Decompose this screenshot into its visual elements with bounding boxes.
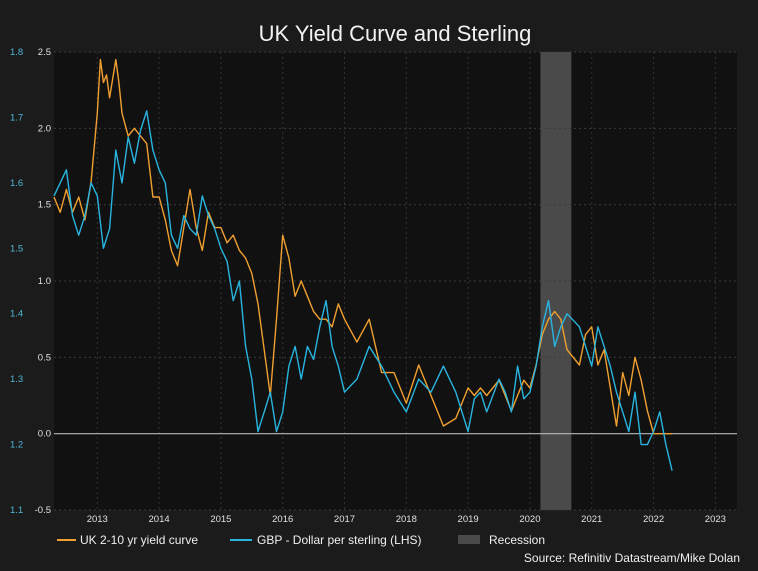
legend-label-yield: UK 2-10 yr yield curve [80, 533, 198, 547]
y-right-tick-0: -0.5 [35, 505, 51, 516]
x-tick-6: 2019 [458, 514, 479, 525]
x-tick-9: 2022 [643, 514, 664, 525]
y-left-tick-2: 1.3 [10, 374, 23, 385]
y-left-tick-1: 1.2 [10, 440, 23, 451]
x-tick-4: 2017 [334, 514, 355, 525]
source-note: Source: Refinitiv Datastream/Mike Dolan [524, 551, 740, 565]
x-tick-3: 2016 [272, 514, 293, 525]
legend-label-recession: Recession [489, 533, 545, 547]
x-tick-8: 2021 [581, 514, 602, 525]
x-tick-7: 2020 [519, 514, 540, 525]
axis-layer: 1.1 1.2 1.3 1.4 1.5 1.6 1.7 1.8 -0.5 0.0 0.5 1.0 1.5… [10, 47, 726, 525]
y-left-tick-6: 1.7 [10, 112, 23, 123]
x-tick-2: 2015 [210, 514, 231, 525]
chart-title: UK Yield Curve and Sterling [259, 21, 532, 46]
legend-label-gbp: GBP - Dollar per sterling (LHS) [257, 533, 422, 547]
x-tick-0: 2013 [87, 514, 108, 525]
y-right-tick-5: 2.0 [38, 123, 51, 134]
y-right-tick-6: 2.5 [38, 47, 51, 58]
series-layer [53, 58, 673, 471]
y-left-tick-7: 1.8 [10, 47, 23, 58]
series-line-1 [53, 110, 673, 471]
x-tick-5: 2018 [396, 514, 417, 525]
y-left-tick-3: 1.4 [10, 309, 23, 320]
series-line-0 [53, 58, 673, 435]
y-right-tick-2: 0.5 [38, 352, 51, 363]
x-tick-10: 2023 [705, 514, 726, 525]
y-left-tick-4: 1.5 [10, 243, 23, 254]
y-right-tick-1: 0.0 [38, 429, 51, 440]
x-tick-1: 2014 [149, 514, 170, 525]
legend: UK 2-10 yr yield curve GBP - Dollar per … [57, 533, 545, 547]
legend-swatch-recession [458, 535, 480, 544]
y-right-tick-3: 1.0 [38, 276, 51, 287]
y-left-tick-0: 1.1 [10, 505, 23, 516]
y-left-tick-5: 1.6 [10, 178, 23, 189]
y-right-tick-4: 1.5 [38, 200, 51, 211]
